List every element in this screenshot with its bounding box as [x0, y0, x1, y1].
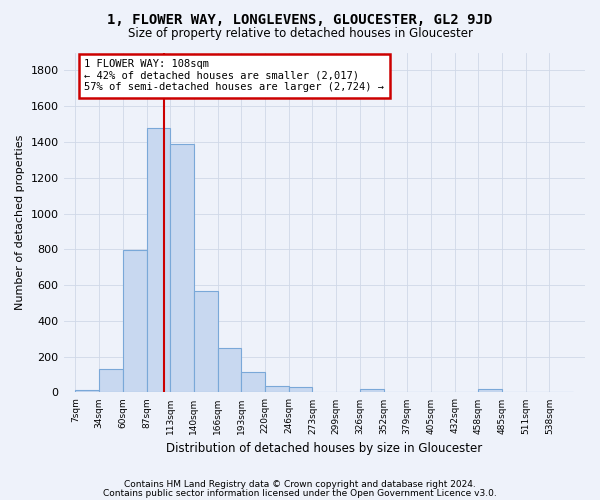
Text: 1, FLOWER WAY, LONGLEVENS, GLOUCESTER, GL2 9JD: 1, FLOWER WAY, LONGLEVENS, GLOUCESTER, G… — [107, 12, 493, 26]
Bar — [194, 292, 218, 392]
Bar — [170, 144, 194, 392]
Text: Size of property relative to detached houses in Gloucester: Size of property relative to detached ho… — [128, 28, 473, 40]
X-axis label: Distribution of detached houses by size in Gloucester: Distribution of detached houses by size … — [166, 442, 482, 455]
Bar — [146, 128, 170, 392]
Bar — [289, 387, 313, 392]
Bar — [360, 389, 383, 392]
Bar — [123, 250, 146, 392]
Bar — [218, 348, 241, 393]
Text: Contains HM Land Registry data © Crown copyright and database right 2024.: Contains HM Land Registry data © Crown c… — [124, 480, 476, 489]
Bar — [76, 390, 99, 392]
Bar — [241, 372, 265, 392]
Text: Contains public sector information licensed under the Open Government Licence v3: Contains public sector information licen… — [103, 488, 497, 498]
Text: 1 FLOWER WAY: 108sqm
← 42% of detached houses are smaller (2,017)
57% of semi-de: 1 FLOWER WAY: 108sqm ← 42% of detached h… — [85, 60, 385, 92]
Y-axis label: Number of detached properties: Number of detached properties — [15, 135, 25, 310]
Bar — [99, 369, 123, 392]
Bar — [478, 389, 502, 392]
Bar — [265, 386, 289, 392]
